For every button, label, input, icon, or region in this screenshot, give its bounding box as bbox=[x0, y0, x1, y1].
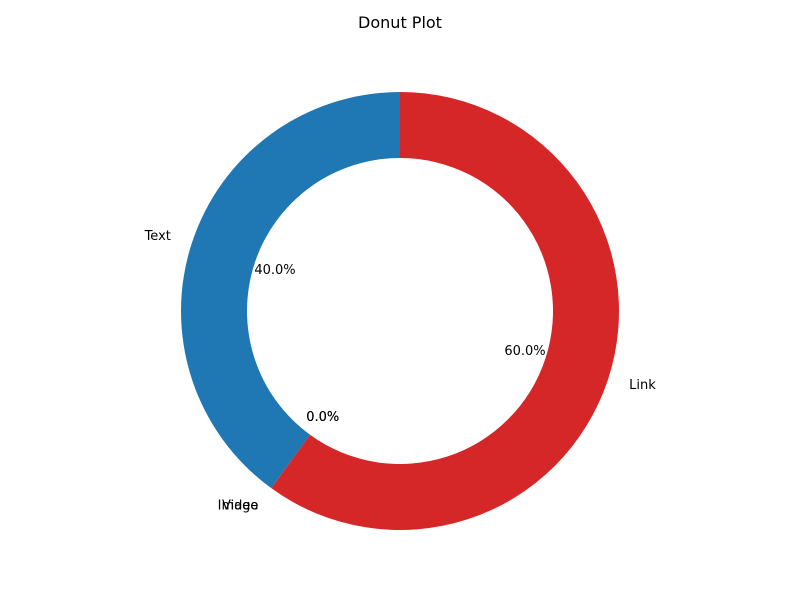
slice-label-image: Image bbox=[218, 498, 259, 513]
slice-pct-link: 60.0% bbox=[504, 344, 545, 359]
slice-link bbox=[271, 92, 620, 530]
slice-pct-video: 0.0% bbox=[306, 410, 339, 425]
chart-title: Donut Plot bbox=[358, 13, 442, 32]
slice-label-link: Link bbox=[629, 378, 656, 393]
slice-pct-image: 0.0% bbox=[306, 410, 339, 425]
donut-slices bbox=[181, 92, 620, 530]
slice-pct-text: 40.0% bbox=[254, 263, 295, 278]
slice-label-video: Video bbox=[222, 498, 258, 513]
slice-text bbox=[181, 92, 400, 489]
slice-label-text: Text bbox=[144, 229, 171, 244]
